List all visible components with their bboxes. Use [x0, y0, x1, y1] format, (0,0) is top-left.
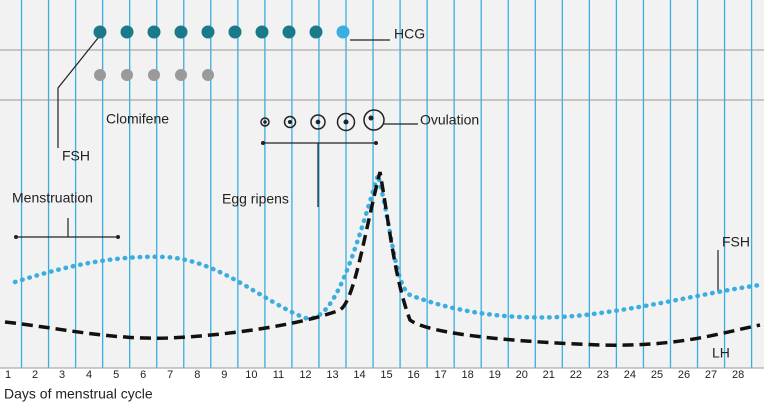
hcg-dot — [175, 26, 188, 39]
day-label: 17 — [435, 369, 447, 381]
day-label: 22 — [570, 369, 582, 381]
hcg-dot — [337, 26, 350, 39]
clomifene-dot — [175, 69, 187, 81]
marker — [14, 235, 18, 239]
label-clomifene: Clomifene — [106, 111, 169, 127]
day-label: 28 — [732, 369, 744, 381]
day-label: 21 — [543, 369, 555, 381]
day-label: 2 — [32, 369, 38, 381]
day-label: 20 — [516, 369, 528, 381]
day-label: 3 — [59, 369, 65, 381]
hcg-dot — [94, 26, 107, 39]
day-label: 5 — [113, 369, 119, 381]
label-fsh-right: FSH — [722, 234, 750, 250]
clomifene-dot — [202, 69, 214, 81]
day-label: 24 — [624, 369, 636, 381]
hcg-dot — [229, 26, 242, 39]
label-lh: LH — [712, 345, 730, 361]
label-egg-ripens: Egg ripens — [222, 191, 289, 207]
clomifene-dot — [148, 69, 160, 81]
diagram: HCG FSH Clomifene Ovulation Egg ripens M… — [0, 0, 764, 403]
label-ovulation: Ovulation — [420, 112, 479, 128]
marker — [116, 235, 120, 239]
day-label: 14 — [353, 369, 365, 381]
hcg-dot — [121, 26, 134, 39]
day-label: 6 — [140, 369, 146, 381]
axis-title: Days of menstrual cycle — [4, 386, 153, 402]
day-label: 10 — [245, 369, 257, 381]
hcg-dot — [283, 26, 296, 39]
day-label: 4 — [86, 369, 92, 381]
day-label: 11 — [273, 369, 284, 381]
day-label: 23 — [597, 369, 609, 381]
hcg-dot — [202, 26, 215, 39]
page: HCG FSH Clomifene Ovulation Egg ripens M… — [0, 0, 764, 403]
hcg-dot — [148, 26, 161, 39]
label-hcg: HCG — [394, 26, 425, 42]
marker — [374, 141, 378, 145]
day-label: 18 — [462, 369, 474, 381]
day-label: 9 — [221, 369, 227, 381]
day-label: 13 — [326, 369, 338, 381]
day-label: 16 — [407, 369, 419, 381]
day-label: 19 — [489, 369, 501, 381]
day-label: 8 — [194, 369, 200, 381]
hcg-dot — [256, 26, 269, 39]
day-label: 12 — [299, 369, 311, 381]
day-label: 15 — [380, 369, 392, 381]
day-label: 1 — [5, 369, 11, 381]
clomifene-dot — [94, 69, 106, 81]
day-label: 26 — [678, 369, 690, 381]
clomifene-dot — [121, 69, 133, 81]
label-fsh: FSH — [62, 148, 90, 164]
day-label: 27 — [705, 369, 717, 381]
day-label: 7 — [167, 369, 173, 381]
hcg-dot — [310, 26, 323, 39]
label-menstruation: Menstruation — [12, 190, 93, 206]
marker — [261, 141, 265, 145]
day-label: 25 — [651, 369, 663, 381]
